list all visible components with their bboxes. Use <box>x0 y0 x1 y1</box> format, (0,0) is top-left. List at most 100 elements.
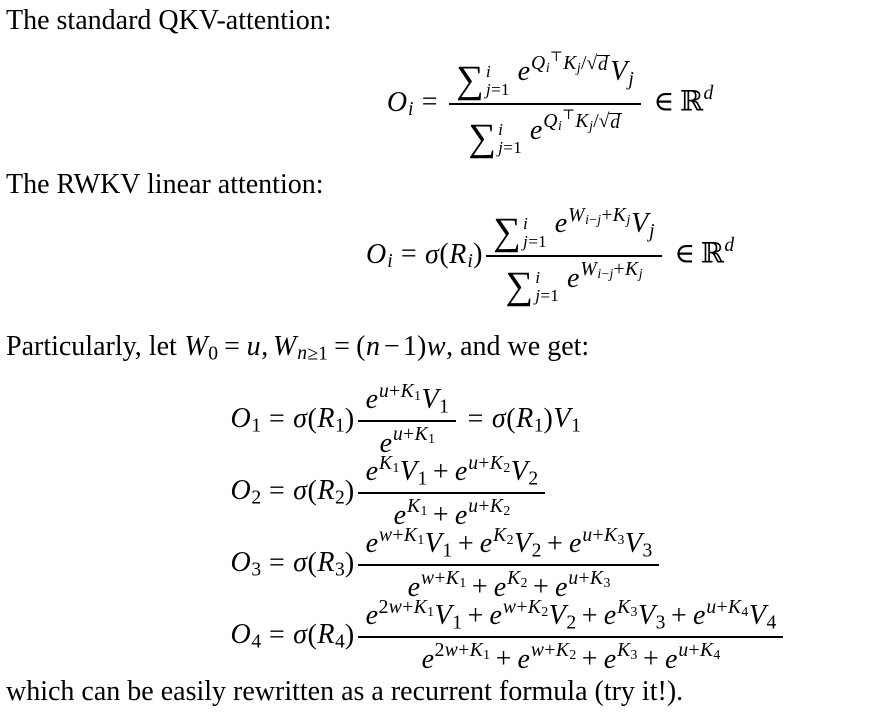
math-msup: u+K1 <box>393 424 435 446</box>
math-mi: K <box>469 640 483 662</box>
math-mr: 4 <box>741 604 749 620</box>
math-msub: j <box>638 266 643 281</box>
math-msup: K1 <box>407 496 428 519</box>
math-mr: and we get: <box>460 331 590 362</box>
math-msub: 1 <box>439 397 449 418</box>
math-mi: K <box>699 640 714 662</box>
intro-qkv-text: The standard QKV-attention: <box>6 5 332 36</box>
math-msqrt: √ d <box>598 111 622 133</box>
math-mr: = <box>528 232 538 252</box>
math-mi: σ <box>293 619 307 651</box>
math-msub: 3 <box>603 575 610 590</box>
math-mr: 2 <box>531 540 542 562</box>
math-mnum: ∑ i j=1 eWi−j+KjVj <box>486 205 663 258</box>
math-mi: u <box>582 525 593 546</box>
math-msp <box>261 642 269 643</box>
math-mr: 1 <box>335 415 345 437</box>
math-msub: 4 <box>741 604 748 619</box>
math-mr: 1 <box>459 575 467 591</box>
math-mi: σ <box>293 403 307 435</box>
math-mi: d <box>598 53 608 75</box>
math-mr: ( <box>506 403 516 435</box>
math-msup: u+K2 <box>468 496 510 518</box>
math-mi: i <box>498 120 503 140</box>
math-mr: 1 <box>420 503 428 519</box>
math-mr: Particularly, let <box>6 331 177 362</box>
math-mr: + <box>478 496 490 518</box>
math-msub: j <box>589 118 593 133</box>
math-mi: O <box>230 403 251 435</box>
math-mi: K <box>493 525 507 546</box>
math-msup: d <box>724 235 735 256</box>
math-msup: u+K3 <box>582 525 624 547</box>
math-mi: e <box>493 571 507 603</box>
math-msub: j <box>628 69 634 90</box>
math-mr: 2 <box>566 612 577 634</box>
math-msum: ∑ i j=1 <box>493 213 547 252</box>
math-msub: i <box>546 60 550 75</box>
math-msp <box>460 426 468 427</box>
math-mi: j <box>589 118 593 134</box>
math-mr: ≥ <box>307 343 319 365</box>
math-mr: + <box>467 600 484 632</box>
math-mr: + <box>643 643 659 675</box>
math-msup: K2 <box>507 568 528 590</box>
math-mrad: √ <box>586 52 598 74</box>
math-msup: K3 <box>617 640 637 662</box>
math-mr: ⊤ <box>562 107 576 123</box>
math-mi: j <box>535 286 541 306</box>
math-msub: 2 <box>521 575 528 590</box>
math-msub: 1 <box>414 388 421 403</box>
math-mi: σ <box>293 475 307 507</box>
math-msub: 2 <box>532 541 542 562</box>
math-mr: ℝ <box>700 238 724 270</box>
math-mi: i <box>408 98 414 120</box>
math-msp <box>393 262 401 263</box>
math-mi: i <box>535 268 541 288</box>
math-mr: 2 <box>378 597 389 618</box>
math-mr: 1 <box>483 647 491 663</box>
math-mr: = <box>503 138 514 158</box>
math-mr: + <box>592 525 604 546</box>
math-mi: R <box>317 619 335 651</box>
math-msub: 1 <box>251 416 261 437</box>
math-mrad: √ <box>598 111 610 133</box>
math-mi: K <box>527 597 541 618</box>
math-mi: e <box>393 499 407 531</box>
math-msigma: ∑ <box>456 59 484 102</box>
math-mr: 1 <box>414 388 421 404</box>
math-mi: K <box>489 453 503 474</box>
math-mi: e <box>568 528 582 560</box>
math-msup: K1 <box>379 453 399 475</box>
math-mr: 1 <box>538 232 547 252</box>
math-mr: + <box>688 640 700 662</box>
math-mi: V <box>548 600 566 632</box>
math-mi: V <box>610 56 628 88</box>
math-mr: 2 <box>569 647 577 663</box>
math-msub: 1 <box>483 647 490 662</box>
math-mliml: j=1 <box>486 81 510 99</box>
math-msup: u+K4 <box>706 597 748 619</box>
math-msup: Qi⊤Kj/√ d <box>543 108 622 133</box>
math-mi: e <box>489 600 502 632</box>
math-mi: j <box>523 232 528 252</box>
math-msub: 2 <box>569 647 576 662</box>
math-mr: ) <box>417 331 427 362</box>
math-mi: w <box>426 331 446 362</box>
math-mr: 1 <box>513 138 522 158</box>
math-mi: V <box>510 456 528 488</box>
math-mr: + <box>478 453 490 474</box>
equation-o2: O2 = σ(R2) eK1V1 + eu+K2V2 eK1 + eu+K2 <box>230 453 787 531</box>
math-mden: ∑ i j=1 eWi−j+Kj <box>486 257 662 306</box>
math-msp <box>261 426 269 427</box>
math-msup: Wi−j+Kj <box>568 205 631 227</box>
math-mi: V <box>553 403 571 435</box>
math-mi: O <box>230 547 251 579</box>
math-mi: R <box>516 403 534 435</box>
math-mr: 1 <box>571 415 581 437</box>
math-mlimu: i <box>486 62 510 81</box>
math-msub: 1 <box>534 416 544 437</box>
math-mi: e <box>517 56 531 88</box>
math-msub: 2 <box>335 488 345 509</box>
math-mi: u <box>468 453 478 474</box>
